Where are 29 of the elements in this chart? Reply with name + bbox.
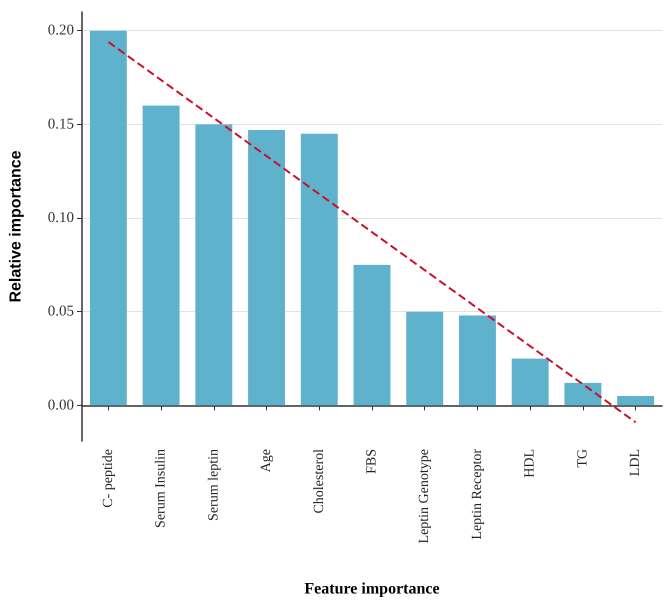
x-tick-label: Serum leptin <box>206 449 222 521</box>
y-tick-label: 0.15 <box>48 116 74 132</box>
bar <box>512 358 549 406</box>
bar <box>406 312 444 406</box>
y-tick-label: 0.05 <box>48 304 74 320</box>
bar <box>564 382 602 406</box>
x-tick-label: FBS <box>364 449 380 474</box>
x-tick-label: TG <box>575 449 590 468</box>
bar <box>248 130 285 406</box>
y-axis-title: Relative importance <box>8 150 24 303</box>
y-tick-label: 0.20 <box>48 22 74 39</box>
bar <box>195 124 232 406</box>
x-tick-label: HDL <box>522 449 538 478</box>
bar <box>459 315 496 406</box>
bar <box>90 30 127 406</box>
bar <box>300 134 338 406</box>
x-tick-label: C- peptide <box>100 449 116 508</box>
x-tick-label: Age <box>259 449 274 472</box>
y-tick-label: 0.10 <box>48 210 74 226</box>
x-axis-title: Feature importance <box>304 580 440 598</box>
x-tick-label: Cholesterol <box>312 448 327 514</box>
bar <box>617 396 654 406</box>
bar <box>354 264 390 406</box>
x-tick-label: Leptin Genotype <box>417 449 432 544</box>
x-tick-label: LDL <box>628 449 644 476</box>
y-tick-label: 0.00 <box>48 397 74 414</box>
x-tick-label: Serum Insulin <box>154 449 169 528</box>
bar <box>142 106 180 406</box>
x-tick-label: Leptin Receptor <box>470 448 485 540</box>
